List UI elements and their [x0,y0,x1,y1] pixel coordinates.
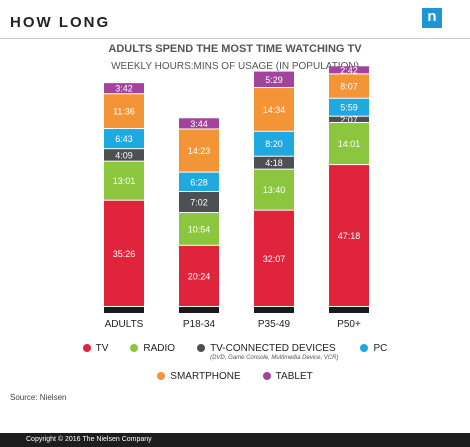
bar-segment-pc-p50 [329,98,369,116]
legend-item-smartphone: SMARTPHONE [157,371,241,382]
bar-segment-smartphone-p18-34 [179,129,219,172]
copyright-text: Copyright © 2016 The Nielsen Company [26,436,152,443]
data-label-pc-p35-49: 8:20 [265,139,283,149]
category-label-p18-34: P18-34 [183,319,216,330]
legend-label-tablet: TABLET [275,371,313,382]
legend-dot-tablet [262,372,271,380]
data-label-tv-adults: 35:26 [113,249,136,259]
bar-segment-radio-adults [104,161,144,200]
legend-item-pc: PC [360,343,387,354]
bar-segment-pc-p35-49 [254,131,294,156]
bar-segment-tablet-p50 [329,66,369,74]
legend-dot-radio [130,344,139,352]
bar-segment-tv-p35-49 [254,210,294,306]
legend-dot-smartphone [157,372,166,380]
bar-segment-radio-p35-49 [254,169,294,210]
bar-segment-tablet-adults [104,83,144,94]
header-divider [0,38,470,39]
data-label-tablet-adults: 3:42 [115,84,133,94]
footer-bar: Copyright © 2016 The Nielsen Company [0,433,470,447]
source-note: Source: Nielsen [10,393,67,402]
data-label-radio-p50: 14:01 [338,139,361,149]
bar-base-p35-49 [254,307,294,313]
bar-base-p50 [329,307,369,313]
category-label-p50: P50+ [337,319,361,330]
category-label-adults: ADULTS [105,319,144,330]
bar-segment-smartphone-adults [104,94,144,129]
data-label-tv-connected-devices-p35-49: 4:18 [265,158,283,168]
data-label-tv-p50: 47:18 [338,231,361,241]
bar-base-adults [104,307,144,313]
legend-dot-pc [360,344,369,352]
data-label-pc-p18-34: 6:28 [190,177,208,187]
chart-title: ADULTS SPEND THE MOST TIME WATCHING TV [108,43,362,55]
bar-segment-pc-p18-34 [179,172,219,192]
data-label-smartphone-p35-49: 14:34 [263,105,286,115]
legend-item-tv: TV [82,343,109,354]
bar-segment-tv-p50 [329,165,369,306]
data-label-radio-p18-34: 10:54 [188,224,211,234]
data-label-smartphone-p18-34: 14:23 [188,146,211,156]
data-label-pc-p50: 5:59 [340,103,358,113]
data-label-tablet-p35-49: 5:29 [265,75,283,85]
data-label-tv-p18-34: 20:24 [188,271,211,281]
bar-segment-tablet-p35-49 [254,71,294,88]
legend-label-radio: RADIO [143,343,176,354]
chart-subtitle: WEEKLY HOURS:MINS OF USAGE (IN POPULATIO… [111,61,359,72]
page-title: HOW LONG [10,14,111,31]
legend-dot-tv [82,344,91,352]
bar-base-p18-34 [179,307,219,313]
legend-row-1: TV RADIO TV-CONNECTED DEVICES (DVD, Game… [0,343,470,361]
legend-item-tablet: TABLET [262,371,313,382]
data-label-pc-adults: 6:43 [115,134,133,144]
stacked-bar-chart: ADULTS SPEND THE MOST TIME WATCHING TV W… [104,43,369,330]
bar-segment-tv-connected-devices-p18-34 [179,192,219,213]
category-label-p35-49: P35-49 [258,319,291,330]
legend-label-pc: PC [373,343,388,354]
bar-segment-tv-connected-devices-adults [104,149,144,161]
data-label-tablet-p18-34: 3:44 [190,119,208,129]
data-label-radio-p35-49: 13:40 [263,185,286,195]
bar-segment-pc-adults [104,129,144,149]
nielsen-logo-icon: n [422,8,442,28]
bar-segment-radio-p18-34 [179,213,219,245]
data-label-tv-p35-49: 32:07 [263,254,286,264]
data-label-tablet-p50: 2:42 [340,65,358,75]
legend-item-tv-connected-devices: TV-CONNECTED DEVICES (DVD, Game Console,… [197,343,338,361]
bar-segment-smartphone-p35-49 [254,88,294,131]
data-label-radio-adults: 13:01 [113,176,136,186]
bar-segment-tv-p18-34 [179,245,219,306]
data-label-smartphone-p50: 8:07 [340,82,358,92]
data-label-tv-connected-devices-p50: 2:07 [340,115,358,125]
data-label-tv-connected-devices-adults: 4:09 [115,150,133,160]
legend-label-tv-connected-devices: TV-CONNECTED DEVICES [210,343,336,354]
bar-segment-smartphone-p50 [329,74,369,98]
data-label-smartphone-adults: 11:36 [113,107,135,117]
legend-label-tv: TV [95,343,109,354]
legend-row-2: SMARTPHONE TABLET [0,371,470,382]
bar-segment-tablet-p18-34 [179,118,219,129]
bar-segment-tv-connected-devices-p50 [329,116,369,123]
legend-item-radio: RADIO [130,343,175,354]
data-label-tv-connected-devices-p18-34: 7:02 [190,198,208,208]
bar-segment-tv-connected-devices-p35-49 [254,156,294,169]
bar-segment-tv-adults [104,200,144,306]
legend-label-smartphone: SMARTPHONE [170,371,241,382]
legend-sublabel-tv-connected-devices: (DVD, Game Console, Multimedia Device, V… [210,355,339,361]
bar-segment-radio-p50 [329,123,369,165]
legend-dot-tv-connected-devices [197,344,206,352]
